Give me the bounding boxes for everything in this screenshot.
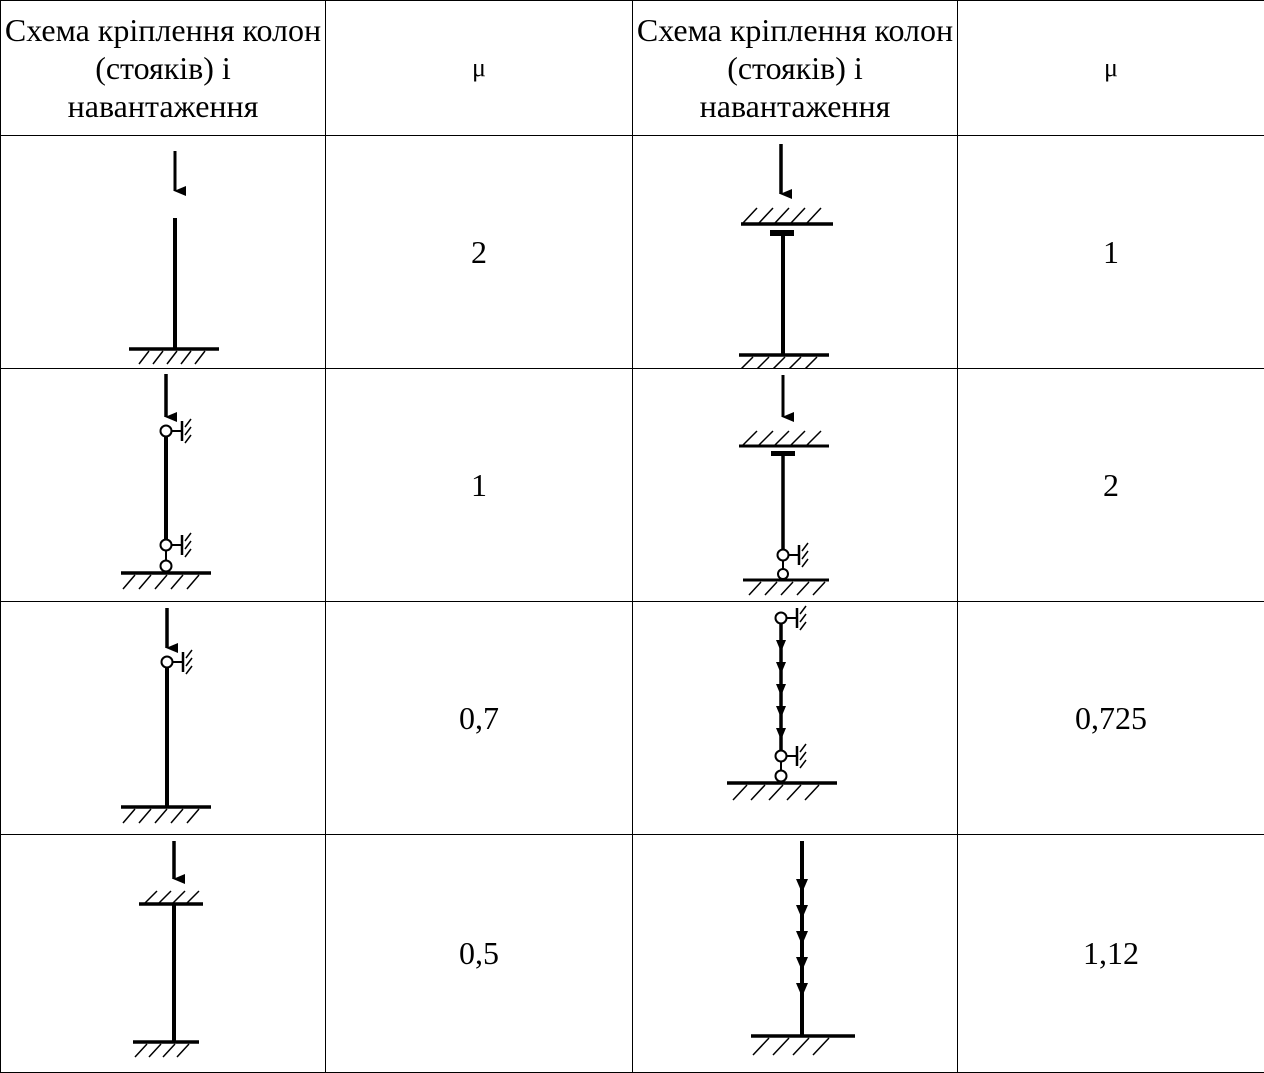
- hatch: [749, 582, 825, 595]
- scheme-pinned-base-pinned-top: [1, 369, 326, 602]
- scheme-fixed-base-fixed-sliding-top: [633, 136, 958, 369]
- scheme-pinned-base-fixed-sliding-top: [633, 369, 958, 602]
- column-diagram: [633, 369, 958, 601]
- table-row: 2 1: [1, 136, 1264, 369]
- base-hinge: [161, 561, 172, 572]
- hatch: [135, 1044, 189, 1057]
- hatch: [145, 891, 199, 903]
- mu-value-cell: 0,7: [326, 602, 633, 835]
- table-row: 1 2: [1, 369, 1264, 602]
- mu-value-cell: 2: [958, 369, 1264, 602]
- top-hinge: [161, 426, 172, 437]
- column-diagram: [633, 835, 958, 1072]
- header-scheme-left: Схема кріплення колон (стояків) і навант…: [1, 1, 326, 136]
- scheme-fixed-base-free-top-distributed: [633, 835, 958, 1073]
- hatch: [743, 431, 821, 445]
- scheme-fixed-base-free-top: [1, 136, 326, 369]
- header-mu-left: μ: [326, 1, 633, 136]
- hatch: [123, 809, 199, 823]
- mu-value-cell: 0,725: [958, 602, 1264, 835]
- mu-value-cell: 1,12: [958, 835, 1264, 1073]
- header-mu-right: μ: [958, 1, 1264, 136]
- column-diagram: [1, 369, 326, 601]
- table-row: 0,5 1,12: [1, 835, 1264, 1073]
- hatch: [741, 357, 817, 368]
- mid-hinge: [776, 751, 787, 762]
- column-diagram: [1, 835, 326, 1072]
- clamp-plate: [770, 230, 794, 236]
- hatch: [733, 785, 819, 800]
- base-hinge: [776, 771, 787, 782]
- column-diagram: [1, 136, 326, 368]
- mu-value-cell: 0,5: [326, 835, 633, 1073]
- header-scheme-right: Схема кріплення колон (стояків) і навант…: [633, 1, 958, 136]
- scheme-fixed-base-fixed-top: [1, 835, 326, 1073]
- column-diagram: [1, 602, 326, 834]
- column-diagram: [633, 136, 958, 368]
- top-hinge: [162, 657, 173, 668]
- scheme-fixed-base-pinned-top: [1, 602, 326, 835]
- column-diagram: [633, 602, 958, 834]
- hatch: [743, 208, 821, 223]
- mid-hinge: [778, 550, 789, 561]
- table-row: 0,7: [1, 602, 1264, 835]
- hatch: [753, 1038, 829, 1055]
- mu-value-cell: 1: [326, 369, 633, 602]
- hatch: [123, 575, 199, 589]
- mu-value-cell: 2: [326, 136, 633, 369]
- hatch: [139, 351, 205, 364]
- top-hinge: [776, 613, 787, 624]
- table-header-row: Схема кріплення колон (стояків) і навант…: [1, 1, 1264, 136]
- mu-value-cell: 1: [958, 136, 1264, 369]
- mid-hinge: [161, 540, 172, 551]
- clamp-plate: [771, 451, 795, 456]
- scheme-pinned-both-distributed-load: [633, 602, 958, 835]
- base-hinge: [778, 569, 788, 579]
